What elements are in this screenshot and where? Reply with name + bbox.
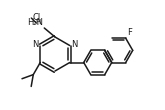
Text: N: N bbox=[32, 40, 39, 49]
Text: N: N bbox=[71, 40, 78, 49]
Text: H₂N: H₂N bbox=[27, 17, 43, 27]
Text: H: H bbox=[35, 19, 41, 25]
Text: F: F bbox=[127, 28, 132, 37]
Text: Cl: Cl bbox=[32, 13, 41, 21]
